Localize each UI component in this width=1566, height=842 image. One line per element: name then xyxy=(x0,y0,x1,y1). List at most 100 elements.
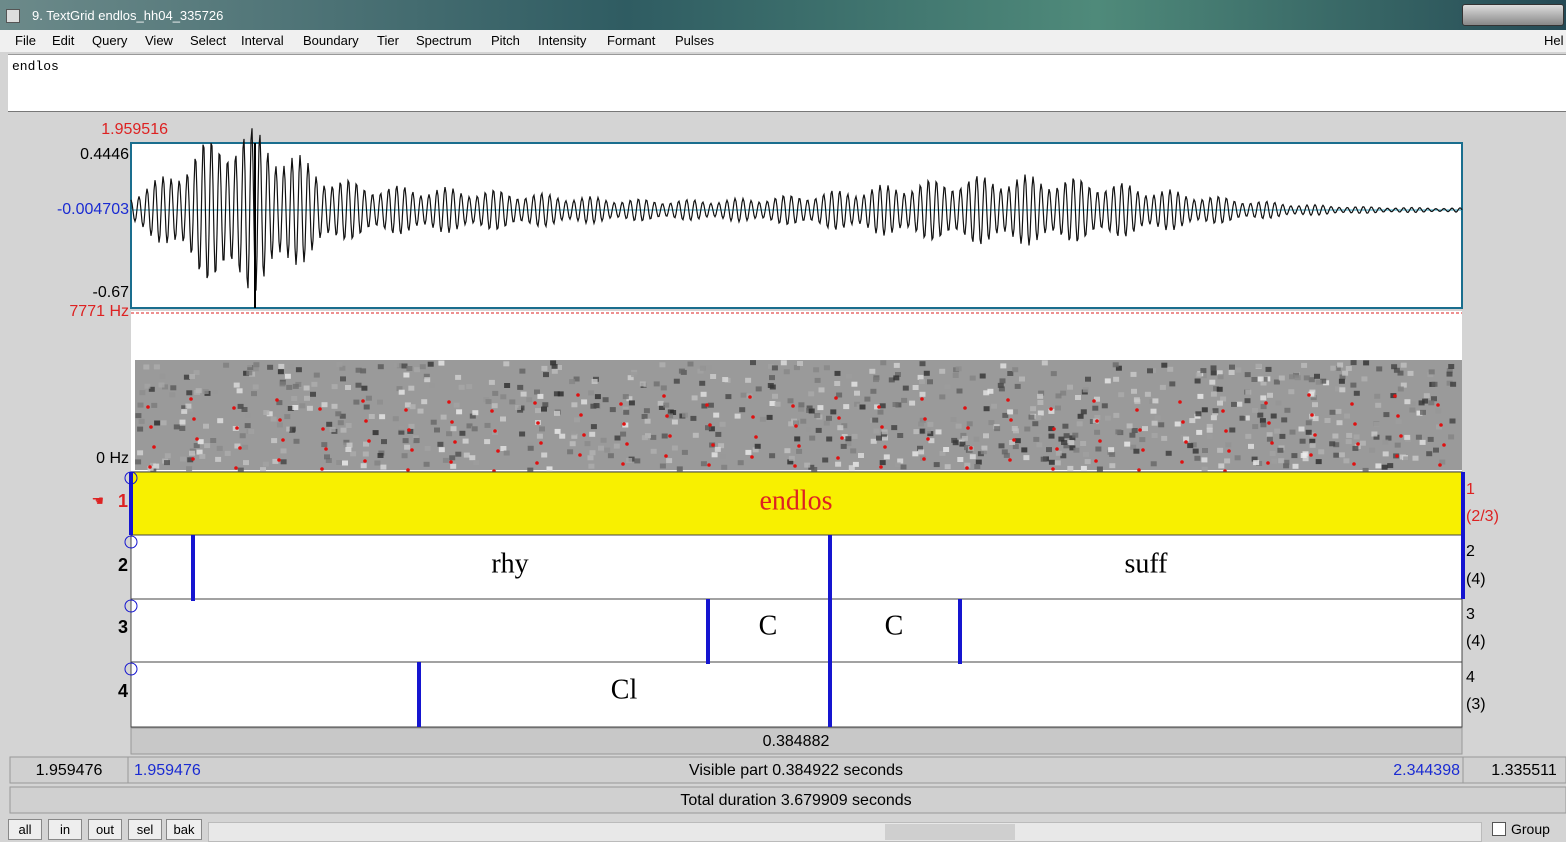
spectrogram-cell xyxy=(303,385,310,391)
spectrogram-cell xyxy=(1260,422,1267,428)
group-checkbox[interactable] xyxy=(1492,822,1506,836)
menu-item[interactable]: Formant xyxy=(607,33,656,48)
spectrogram-cell xyxy=(1195,372,1202,378)
scroll-thumb[interactable] xyxy=(885,824,1015,840)
spectrogram-cell xyxy=(752,447,759,453)
spectrogram-cell xyxy=(759,416,766,422)
spectrogram-cell xyxy=(715,431,722,437)
spectrogram-cell xyxy=(345,423,352,428)
spectrogram-cell xyxy=(1305,429,1312,435)
menu-item[interactable]: View xyxy=(145,33,173,48)
window-controls[interactable] xyxy=(1462,4,1564,26)
zoom-button[interactable]: bak xyxy=(166,819,202,840)
spectrogram-cell xyxy=(1397,386,1404,392)
spectrogram-cell xyxy=(1281,417,1288,423)
spectrogram-cell xyxy=(1210,391,1217,397)
spectrogram-cell xyxy=(243,370,250,376)
menu-item[interactable]: Interval xyxy=(241,33,284,48)
menu-item[interactable]: Tier xyxy=(377,33,399,48)
spectrogram-cell xyxy=(845,436,852,442)
menu-item[interactable]: Spectrum xyxy=(416,33,472,48)
spectrogram-cell xyxy=(598,445,604,451)
right-outside[interactable]: 1.335511 xyxy=(1491,762,1557,779)
spectrogram-cell xyxy=(551,368,558,374)
spectrogram-cell xyxy=(952,440,959,446)
total-row[interactable] xyxy=(9,786,1566,814)
spectrogram-cell xyxy=(944,384,951,390)
visible-part[interactable]: Visible part 0.384922 seconds xyxy=(689,762,903,779)
spectrogram-cell xyxy=(1298,426,1305,432)
tier-right-number: 2 xyxy=(1466,543,1475,560)
spectrogram-cell xyxy=(340,376,346,382)
spectrogram-cell xyxy=(1308,377,1315,383)
formant-dot xyxy=(751,415,755,419)
scrollbar[interactable] xyxy=(208,822,1482,842)
spectrogram-cell xyxy=(822,457,829,463)
spectrogram-cell xyxy=(1150,461,1157,467)
spectrogram-cell xyxy=(1028,414,1035,420)
spectrogram-cell xyxy=(818,387,825,393)
tier-2[interactable] xyxy=(130,534,1463,600)
spectrogram-cell xyxy=(287,363,294,369)
spectrogram-cell xyxy=(631,372,638,378)
spectrogram-cell xyxy=(1333,452,1340,458)
formant-dot xyxy=(707,463,711,467)
spectrogram-cell xyxy=(872,417,879,423)
zoom-button[interactable]: sel xyxy=(128,819,162,840)
spectrogram-cell xyxy=(845,441,852,447)
spectrogram-cell xyxy=(645,433,651,439)
spectrogram-cell xyxy=(843,404,850,410)
menu-item[interactable]: Pulses xyxy=(675,33,715,48)
menu-item[interactable]: Intensity xyxy=(538,33,587,48)
spectrogram-cell xyxy=(1314,373,1320,379)
formant-dot xyxy=(621,462,625,466)
left-outside[interactable]: 1.959476 xyxy=(36,762,103,779)
spectrogram-cell xyxy=(588,463,595,469)
spectrogram-cell xyxy=(1036,433,1043,439)
spectrogram-cell xyxy=(628,400,635,406)
spectrogram-cell xyxy=(343,442,350,448)
menu-item[interactable]: Boundary xyxy=(303,33,359,48)
selection-bar[interactable] xyxy=(130,727,1463,755)
spectrogram-cell xyxy=(1251,456,1258,462)
formant-dot xyxy=(533,401,537,405)
spectrogram-cell xyxy=(1037,400,1044,405)
spectrogram-cell xyxy=(1032,421,1039,427)
spectrogram-cell xyxy=(248,429,255,434)
formant-dot xyxy=(705,403,709,407)
spectrogram-cell xyxy=(1275,400,1282,406)
spectrogram-cell xyxy=(324,454,330,460)
spectrogram-cell xyxy=(739,407,746,413)
menu-item[interactable]: Pitch xyxy=(491,33,520,48)
spectrogram-cell xyxy=(1362,467,1369,473)
menu-item[interactable]: Edit xyxy=(52,33,75,48)
spectrogram-cell xyxy=(1210,415,1217,421)
spectrogram-cell xyxy=(622,394,629,400)
spectrogram-cell xyxy=(780,360,787,366)
tier-1[interactable] xyxy=(130,471,1463,536)
spectrogram-cell xyxy=(158,382,165,388)
zoom-button[interactable]: all xyxy=(8,819,42,840)
menu-item[interactable]: Select xyxy=(190,33,227,48)
text-field[interactable]: endlos xyxy=(8,54,1566,112)
zoom-button[interactable]: out xyxy=(88,819,122,840)
spectrogram-cell xyxy=(660,385,667,391)
tier-4[interactable] xyxy=(130,661,1463,728)
spectrogram-cell xyxy=(237,467,244,473)
menu-item[interactable]: File xyxy=(15,33,36,48)
zoom-button[interactable]: in xyxy=(48,819,82,840)
spectrogram-cell xyxy=(569,379,576,385)
spectrogram-cell xyxy=(339,365,346,371)
window-title: 9. TextGrid endlos_hh04_335726 xyxy=(32,8,224,23)
spectrogram-cell xyxy=(902,385,909,391)
spectrogram-cell xyxy=(1055,450,1062,456)
formant-dot xyxy=(837,416,841,420)
spectrogram-cell xyxy=(1320,378,1327,384)
spectrogram-cell xyxy=(1431,381,1438,387)
tier-3[interactable] xyxy=(130,598,1463,663)
spectrogram-cell xyxy=(1131,388,1137,394)
spectrogram-cell xyxy=(876,435,882,441)
menu-item[interactable]: Query xyxy=(92,33,128,48)
formant-dot xyxy=(320,467,324,471)
spectrogram-cell xyxy=(401,453,408,459)
